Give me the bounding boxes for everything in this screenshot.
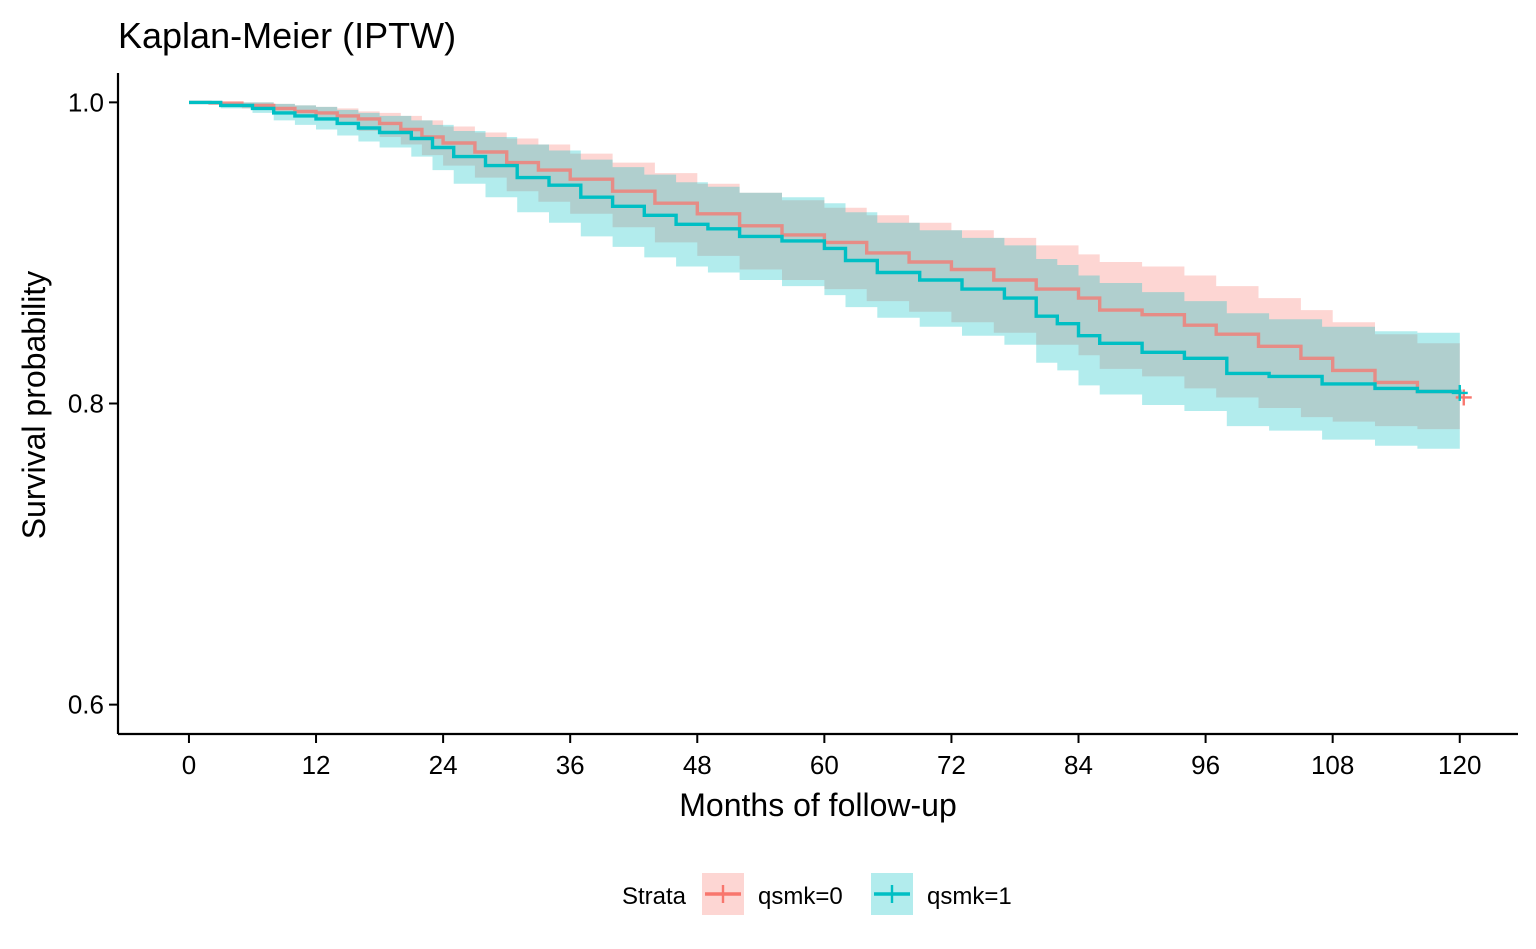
x-tick-label: 24 [429, 750, 458, 780]
x-axis-ticks: 0 12 24 36 48 60 72 84 96 108 120 [182, 734, 1481, 780]
y-tick-label: 0.6 [68, 690, 104, 720]
legend-label-qsmk-1: qsmk=1 [927, 883, 1012, 910]
y-tick-label: 1.0 [68, 87, 104, 117]
x-tick-label: 0 [182, 750, 196, 780]
censor-mark-qsmk-1 [1451, 384, 1468, 401]
x-tick-label: 108 [1311, 750, 1354, 780]
x-axis-title: Months of follow-up [679, 787, 956, 823]
x-tick-label: 48 [683, 750, 712, 780]
y-tick-label: 0.8 [68, 389, 104, 419]
x-tick-label: 72 [937, 750, 966, 780]
x-tick-label: 12 [302, 750, 331, 780]
plot-area [189, 100, 1472, 452]
legend-label-qsmk-0: qsmk=0 [758, 883, 843, 910]
confidence-band-qsmk-1 [189, 102, 1460, 452]
survival-curves [189, 100, 1472, 406]
survival-curve-qsmk-0 [189, 100, 1462, 398]
chart-title: Kaplan-Meier (IPTW) [118, 15, 456, 56]
y-axis-title: Survival probability [16, 271, 52, 540]
x-tick-label: 60 [810, 750, 839, 780]
y-axis-ticks: 0.6 0.8 1.0 [68, 87, 118, 720]
legend-item-qsmk-0: qsmk=0 [702, 873, 843, 915]
legend-item-qsmk-1: qsmk=1 [871, 873, 1012, 915]
x-tick-label: 96 [1191, 750, 1220, 780]
x-tick-label: 36 [556, 750, 585, 780]
x-tick-label: 120 [1438, 750, 1481, 780]
legend: Strata qsmk=0 qsmk=1 [622, 873, 1012, 915]
survival-curve-qsmk-1 [189, 100, 1462, 394]
legend-items: qsmk=0 qsmk=1 [702, 873, 1012, 915]
confidence-bands [189, 102, 1460, 452]
legend-title: Strata [622, 883, 687, 910]
x-tick-label: 84 [1064, 750, 1093, 780]
